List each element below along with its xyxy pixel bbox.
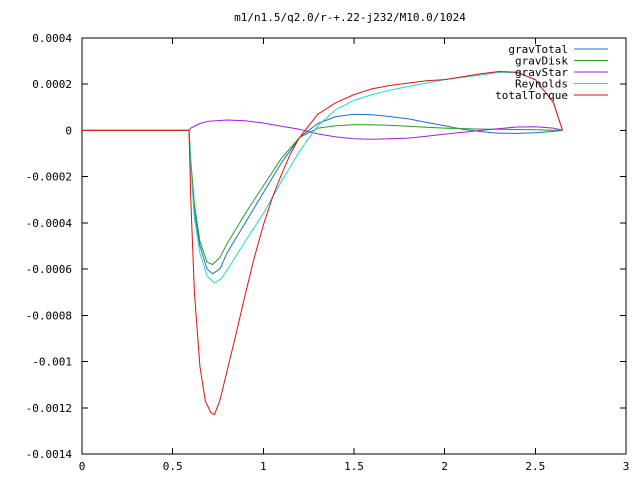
- y-tick-label: -0.0008: [26, 309, 72, 322]
- series-line-gravTotal: [82, 113, 563, 275]
- series-lines: [82, 71, 563, 416]
- y-tick-label: 0.0002: [32, 78, 72, 91]
- y-tick-label: 0: [65, 124, 72, 137]
- chart-title: m1/n1.5/q2.0/r-+.22-j232/M10.0/1024: [234, 11, 466, 24]
- legend-label-gravTotal: gravTotal: [508, 43, 568, 56]
- axis-ticks: 0 0.5 1 1.5 2 2.5 3 0.0004 0.0002 0 -0.0002 -0.0004…: [26, 32, 630, 473]
- legend-label-Reynolds: Reynolds: [515, 78, 568, 91]
- series-line-gravDisk: [82, 124, 563, 265]
- x-tick-label: 1: [260, 460, 267, 473]
- series-line-totalTorque: [82, 71, 563, 416]
- y-tick-label: -0.001: [32, 356, 72, 369]
- legend-label-gravStar: gravStar: [515, 66, 568, 79]
- x-tick-label: 3: [623, 460, 630, 473]
- x-tick-label: 2.5: [525, 460, 545, 473]
- y-tick-label: -0.0012: [26, 402, 72, 415]
- legend-label-totalTorque: totalTorque: [495, 89, 568, 102]
- series-line-gravStar: [82, 119, 563, 140]
- y-tick-label: 0.0004: [32, 32, 72, 45]
- legend: gravTotalgravDiskgravStarReynoldstotalTo…: [495, 43, 608, 102]
- y-tick-label: -0.0006: [26, 263, 72, 276]
- series-line-Reynolds: [82, 71, 563, 284]
- y-tick-label: -0.0004: [26, 217, 73, 230]
- x-tick-label: 0: [79, 460, 86, 473]
- y-tick-label: -0.0014: [26, 448, 73, 461]
- x-tick-label: 1.5: [344, 460, 364, 473]
- x-tick-label: 0.5: [163, 460, 183, 473]
- legend-label-gravDisk: gravDisk: [515, 55, 568, 68]
- x-tick-label: 2: [441, 460, 448, 473]
- y-tick-label: -0.0002: [26, 171, 72, 184]
